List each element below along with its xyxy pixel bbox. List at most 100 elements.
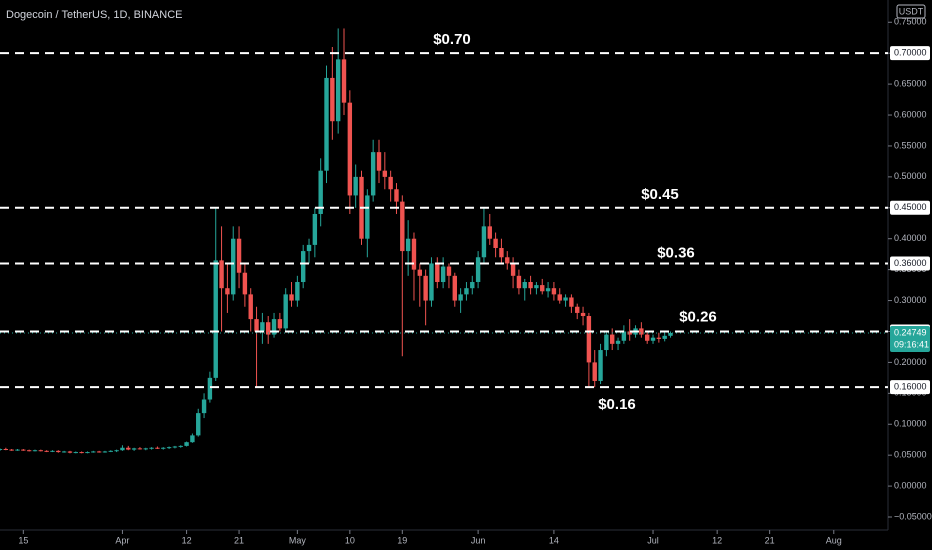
candle-body — [347, 102, 353, 196]
level-badge-label: 0.70000 — [894, 48, 927, 58]
candle-body — [452, 275, 457, 301]
candle-body — [85, 452, 90, 454]
candle-body — [149, 447, 154, 449]
candle-body — [225, 288, 230, 295]
level-badge-label: 0.36000 — [894, 258, 927, 268]
candle-body — [50, 450, 55, 452]
candle-body — [73, 452, 78, 454]
candle-body — [231, 238, 236, 295]
candle-body — [161, 447, 166, 449]
candle-body — [405, 238, 411, 252]
candle-body — [44, 450, 49, 452]
candle-body — [610, 334, 615, 344]
candle-body — [540, 285, 545, 292]
candle-body — [470, 282, 475, 289]
candle-body — [487, 226, 492, 239]
x-tick-label: 10 — [345, 535, 355, 545]
candle-body — [184, 442, 189, 446]
candle-body — [644, 334, 650, 341]
candle-body — [312, 213, 318, 245]
candle-body — [580, 312, 586, 317]
candle-body — [67, 451, 73, 453]
candle-body — [248, 294, 253, 320]
candle-body — [96, 451, 102, 453]
candle-body — [551, 288, 557, 295]
candle-body — [394, 189, 399, 202]
level-badge-label: 0.45000 — [894, 202, 927, 212]
candle-body — [341, 59, 347, 103]
candle-body — [569, 297, 574, 307]
candle-body — [0, 448, 3, 450]
chart-title: Dogecoin / TetherUS, 1D, BINANCE — [6, 9, 182, 21]
candle-body — [621, 331, 627, 341]
candle-body — [563, 297, 568, 301]
candle-body — [429, 263, 434, 301]
x-tick-label: Jun — [471, 535, 486, 545]
candle-body — [493, 238, 498, 248]
candle-body — [598, 350, 603, 381]
candle-body — [365, 195, 370, 239]
last-price-label: 0.24749 — [894, 327, 927, 337]
candle-body — [143, 448, 148, 450]
candle-body — [137, 448, 143, 450]
level-annotation: $0.70 — [433, 31, 471, 48]
last-price-badge — [890, 326, 930, 353]
candle-body — [166, 447, 172, 449]
candle-body — [650, 337, 656, 341]
y-tick-label: 0.75000 — [894, 17, 927, 27]
candle-body — [510, 263, 516, 276]
candle-body — [318, 170, 323, 214]
candle-body — [464, 288, 469, 295]
candle-body — [242, 272, 248, 295]
candle-body — [662, 335, 667, 339]
candle-body — [435, 263, 440, 283]
x-tick-label: 21 — [234, 535, 244, 545]
x-tick-label: Apr — [115, 535, 129, 545]
y-tick-label: −0.05000 — [894, 511, 932, 521]
candle-body — [155, 447, 160, 449]
candle-body — [370, 152, 376, 196]
currency-box[interactable] — [896, 4, 926, 19]
candle-body — [481, 226, 487, 258]
candle-body — [15, 449, 20, 451]
candle-body — [604, 334, 609, 351]
x-tick-label: May — [289, 535, 307, 545]
candle-body — [545, 288, 551, 292]
candle-body — [627, 331, 632, 335]
candle-body — [9, 449, 14, 451]
level-annotation: $0.16 — [598, 396, 636, 413]
candle-body — [102, 451, 108, 453]
candle-body — [446, 266, 452, 276]
level-badge-label: 0.16000 — [894, 382, 927, 392]
candle-body — [201, 399, 207, 414]
candle-body — [56, 450, 61, 453]
candle-body — [458, 294, 463, 301]
candle-body — [219, 260, 224, 289]
candle-body — [324, 77, 329, 171]
candle-body — [126, 447, 131, 450]
y-tick-label: 0.05000 — [894, 450, 927, 460]
candle-body — [335, 59, 341, 122]
y-tick-label: 0.20000 — [894, 357, 927, 367]
candle-body — [557, 294, 562, 301]
candle-body — [26, 450, 32, 452]
candle-body — [266, 322, 271, 335]
candle-body — [131, 448, 137, 450]
candle-body — [295, 282, 300, 301]
candle-body — [668, 333, 673, 336]
x-tick-label: 19 — [397, 535, 407, 545]
candle-body — [300, 251, 306, 283]
candle-body — [528, 282, 533, 289]
y-tick-label: 0.65000 — [894, 78, 927, 88]
y-tick-label: 0.10000 — [894, 419, 927, 429]
candle-body — [516, 275, 522, 289]
level-annotation: $0.45 — [641, 186, 679, 203]
candle-body — [61, 451, 67, 453]
candle-body — [196, 413, 201, 436]
candle-body — [114, 450, 119, 452]
candle-body — [586, 316, 592, 363]
level-badge — [890, 256, 930, 271]
currency-label[interactable]: USDT — [899, 6, 924, 16]
level-badge — [890, 200, 930, 215]
